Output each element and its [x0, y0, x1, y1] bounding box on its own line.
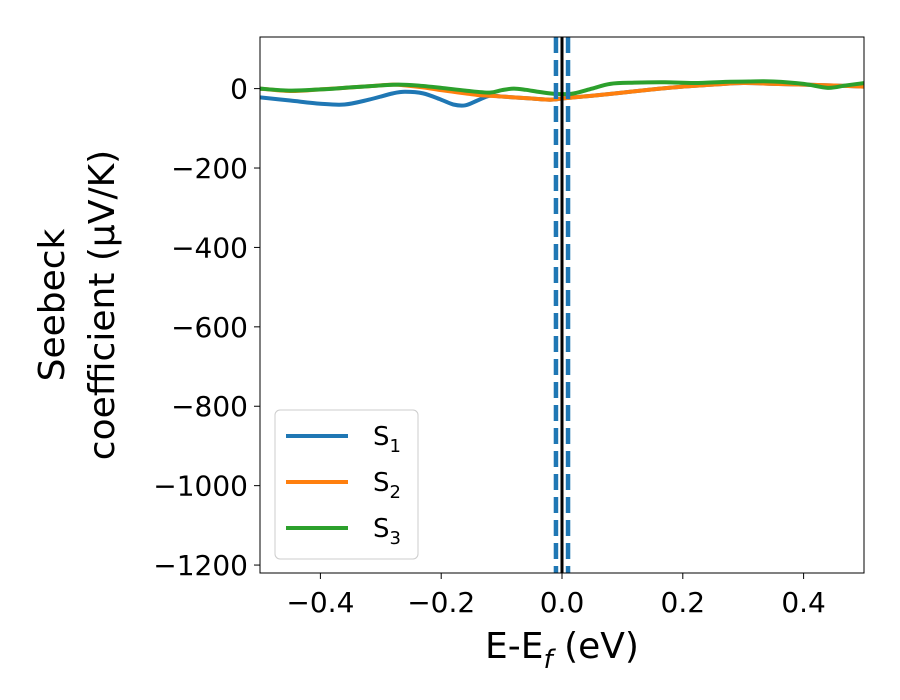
y-axis-label: Seebeck coefficient (μV/K) — [32, 150, 123, 460]
y-tick-label: −400 — [171, 231, 248, 264]
x-tick-label: 0.4 — [781, 586, 826, 619]
x-axis: −0.4 −0.2 0.0 0.2 0.4 — [286, 573, 826, 619]
legend: S1 S2 S3 — [274, 409, 419, 560]
x-axis-label: E-Ef (eV) — [485, 626, 639, 675]
x-tick-label: −0.2 — [407, 586, 475, 619]
lines-layer — [260, 79, 864, 108]
x-tick-label: 0.0 — [540, 586, 585, 619]
y-tick-label: −1000 — [153, 470, 248, 503]
y-tick-label: −600 — [171, 311, 248, 344]
y-axis: 0 −200 −400 −600 −800 −1000 −1200 — [153, 73, 260, 582]
legend-label-s2: S2 — [373, 468, 401, 503]
series-line-s3 — [260, 79, 864, 97]
y-tick-label: −200 — [171, 152, 248, 185]
y-tick-label: −800 — [171, 390, 248, 423]
y-axis-label-line2: coefficient (μV/K) — [82, 150, 123, 460]
legend-label-s3: S3 — [373, 514, 401, 549]
x-tick-label: 0.2 — [661, 586, 706, 619]
x-tick-label: −0.4 — [286, 586, 354, 619]
vlines-layer — [553, 37, 571, 573]
legend-box — [274, 409, 419, 560]
legend-entries: S1 S2 S3 — [286, 422, 401, 549]
legend-label-s1: S1 — [373, 422, 401, 457]
y-tick-label: 0 — [230, 73, 248, 106]
y-axis-label-line1: Seebeck — [32, 228, 73, 381]
y-tick-label: −1200 — [153, 549, 248, 582]
